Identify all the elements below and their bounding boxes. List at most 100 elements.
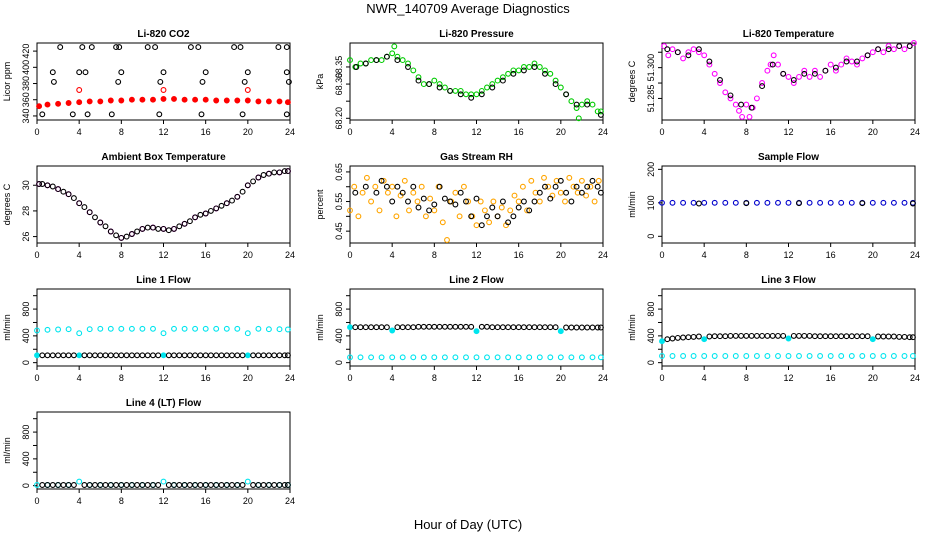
data-point — [181, 220, 188, 227]
y-axis-label: Licor ppm — [2, 62, 12, 102]
data-point — [97, 98, 104, 105]
data-point — [695, 49, 702, 56]
data-point — [811, 333, 818, 340]
data-point — [128, 231, 135, 237]
data-point — [284, 99, 291, 106]
data-point — [81, 204, 88, 211]
data-point — [910, 40, 917, 46]
data-point — [484, 354, 490, 361]
data-point — [229, 482, 235, 488]
data-point — [827, 353, 834, 359]
y-tick-label: 800 — [21, 302, 31, 317]
data-point — [436, 323, 443, 330]
panel-ambient: Ambient Box Temperature degrees C 0 4 8 12 16 2… — [2, 152, 295, 260]
y-tick-label: 68.20 — [334, 107, 344, 130]
data-point — [50, 78, 57, 85]
data-point — [732, 332, 739, 339]
data-point — [764, 199, 771, 206]
data-point — [690, 333, 697, 340]
data-point — [557, 189, 564, 196]
data-point — [661, 43, 668, 50]
data-point — [584, 324, 591, 331]
data-point — [562, 198, 568, 205]
data-point — [542, 183, 548, 190]
data-point — [420, 81, 427, 88]
data-point — [528, 177, 535, 184]
data-point — [378, 57, 385, 64]
data-point — [563, 189, 570, 196]
data-point — [237, 44, 244, 51]
data-point — [118, 234, 125, 241]
data-point — [885, 333, 892, 340]
data-point — [39, 111, 46, 118]
data-point — [115, 78, 122, 85]
data-point — [378, 354, 385, 361]
y-tick-label: 68.30 — [334, 73, 344, 96]
data-point — [384, 189, 391, 196]
data-point — [553, 177, 560, 184]
data-point — [578, 324, 585, 331]
data-point — [680, 353, 687, 359]
data-point — [207, 207, 214, 214]
data-point — [39, 482, 46, 488]
data-point — [547, 195, 554, 202]
data-point — [759, 332, 766, 339]
data-point — [901, 46, 908, 53]
data-point — [494, 77, 501, 84]
data-point — [711, 70, 718, 77]
data-point — [764, 67, 771, 74]
data-point — [383, 324, 390, 331]
x-tick-label: 0 — [34, 127, 39, 137]
y-tick-label: 400 — [21, 60, 31, 75]
data-point — [192, 325, 199, 332]
data-point — [584, 101, 591, 108]
data-point — [160, 87, 167, 93]
data-point — [832, 67, 839, 74]
data-point — [785, 73, 792, 80]
data-point — [415, 74, 422, 81]
data-point — [107, 482, 114, 488]
data-point — [426, 81, 433, 88]
data-point — [806, 73, 813, 80]
data-point — [86, 326, 93, 333]
data-point — [284, 352, 291, 359]
data-point — [536, 324, 543, 331]
data-point — [822, 333, 829, 340]
data-point — [573, 324, 580, 331]
data-point — [276, 352, 283, 359]
data-point — [70, 482, 77, 488]
data-point — [457, 91, 464, 98]
x-tick-label: 20 — [868, 127, 878, 137]
data-point — [244, 69, 251, 76]
x-tick-label: 12 — [158, 127, 168, 137]
data-point — [477, 198, 484, 205]
data-point — [875, 333, 882, 340]
data-point — [906, 43, 913, 50]
data-point — [260, 172, 267, 178]
y-tick-label: 26 — [21, 232, 31, 242]
data-point — [431, 77, 438, 84]
data-point — [854, 61, 860, 68]
x-tick-label: 24 — [285, 250, 295, 260]
data-point — [473, 91, 480, 98]
plot-frame — [661, 288, 916, 367]
data-point — [271, 482, 278, 488]
data-point — [499, 324, 506, 331]
data-point — [123, 482, 130, 488]
data-point — [92, 214, 98, 221]
y-tick-label: 28 — [21, 206, 31, 216]
data-point — [155, 225, 162, 232]
x-tick-label: 24 — [598, 373, 608, 383]
x-tick-label: 20 — [243, 373, 253, 383]
data-point — [568, 354, 575, 361]
data-point — [669, 335, 676, 342]
data-point — [79, 44, 86, 51]
data-point — [801, 67, 808, 74]
data-point — [827, 199, 834, 206]
data-point — [711, 333, 718, 340]
y-tick-label: 400 — [21, 451, 31, 466]
data-point — [202, 96, 209, 103]
y-tick-label: 400 — [334, 328, 344, 343]
data-point — [97, 325, 104, 332]
data-point — [420, 323, 427, 330]
